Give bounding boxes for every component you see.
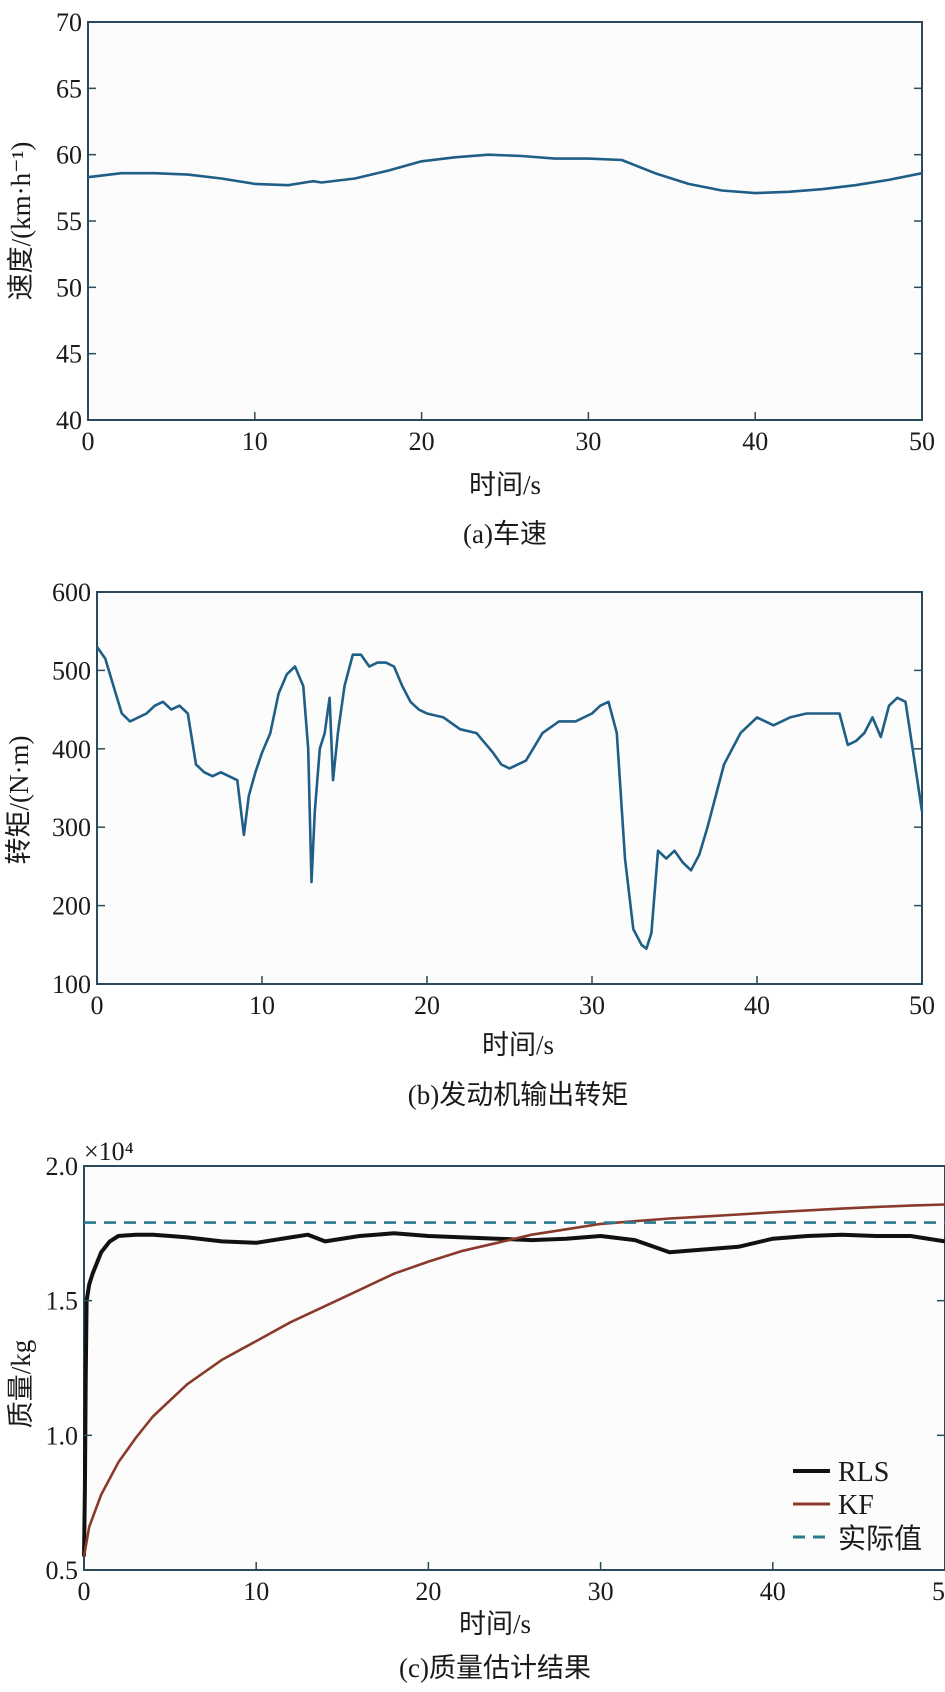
y-axis-label-b: 转矩/(N·m) xyxy=(4,736,34,865)
series-line-c-0 xyxy=(82,1231,945,1557)
y-tick-label-a: 55 xyxy=(56,207,82,236)
y-tick-label-a: 40 xyxy=(56,406,82,435)
marks-c xyxy=(82,1203,945,1557)
caption-b: (b)发动机输出转矩 xyxy=(408,1080,628,1110)
x-tick-label-b: 40 xyxy=(744,991,770,1020)
legend-label-rls: RLS xyxy=(838,1457,889,1488)
series-line-c-1 xyxy=(82,1203,945,1557)
series-line-a-0 xyxy=(87,153,923,195)
y-axis-label-c: 质量/kg xyxy=(6,1340,36,1429)
panel-b: 0 10 20 30 40 50 100 200 300 400 500 600 时间/s (b)发动… xyxy=(4,578,935,1110)
marks-b xyxy=(95,646,924,951)
y-tick-label-c: 1.5 xyxy=(46,1287,79,1316)
x-tick-label-a: 20 xyxy=(409,427,435,456)
x-tick-label-a: 0 xyxy=(82,427,95,456)
legend-label-actual: 实际值 xyxy=(838,1523,922,1555)
ticks-a: 0 10 20 30 40 50 40 45 50 55 60 65 70 xyxy=(56,8,935,456)
x-axis-label-c: 时间/s xyxy=(459,1609,531,1639)
series-line-b-0 xyxy=(95,646,924,951)
x-tick-label-c: 20 xyxy=(415,1577,441,1606)
x-tick-label-c: 30 xyxy=(588,1577,614,1606)
plot-area-b xyxy=(96,591,923,985)
y-tick-label-b: 400 xyxy=(52,735,91,764)
scale-label-c: ×10⁴ xyxy=(84,1137,134,1166)
x-tick-label-b: 0 xyxy=(91,991,104,1020)
legend-label-kf: KF xyxy=(838,1490,874,1521)
legend: RLS KF 实际值 xyxy=(793,1457,922,1555)
y-tick-label-a: 70 xyxy=(56,8,82,37)
y-tick-label-a: 45 xyxy=(56,340,82,369)
plot-area-c xyxy=(83,1165,945,1571)
y-tick-label-b: 600 xyxy=(52,578,91,607)
y-tick-label-b: 200 xyxy=(52,892,91,921)
y-tick-label-a: 60 xyxy=(56,141,82,170)
y-tick-label-b: 100 xyxy=(52,970,91,999)
x-tick-label-a: 40 xyxy=(742,427,768,456)
y-tick-label-b: 500 xyxy=(52,656,91,685)
x-tick-label-a: 10 xyxy=(242,427,268,456)
marks-a xyxy=(87,153,923,195)
plot-area-a xyxy=(87,21,923,421)
x-tick-label-a: 30 xyxy=(575,427,601,456)
caption-c: (c)质量估计结果 xyxy=(399,1653,591,1683)
ticks-c: 0 10 20 30 40 50 0.5 1.0 1.5 2.0 xyxy=(46,1152,945,1606)
y-tick-label-c: 0.5 xyxy=(46,1556,79,1585)
y-tick-label-a: 50 xyxy=(56,273,82,302)
x-tick-label-b: 30 xyxy=(579,991,605,1020)
y-tick-label-c: 1.0 xyxy=(46,1421,79,1450)
x-tick-label-c: 10 xyxy=(243,1577,269,1606)
x-axis-label-b: 时间/s xyxy=(482,1030,554,1060)
y-tick-label-c: 2.0 xyxy=(46,1152,79,1181)
y-tick-label-b: 300 xyxy=(52,813,91,842)
panel-c: 0 10 20 30 40 50 0.5 1.0 1.5 2.0 ×10⁴ 时间/s (c)质量估… xyxy=(6,1137,945,1683)
x-tick-label-b: 10 xyxy=(249,991,275,1020)
y-axis-label-a: 速度/(km·h⁻¹) xyxy=(6,142,36,301)
x-tick-label-b: 20 xyxy=(414,991,440,1020)
x-tick-label-c: 50 xyxy=(932,1577,945,1606)
ticks-b: 0 10 20 30 40 50 100 200 300 400 500 600 xyxy=(52,578,935,1020)
x-tick-label-a: 50 xyxy=(909,427,935,456)
x-tick-label-c: 40 xyxy=(760,1577,786,1606)
panel-a: 0 10 20 30 40 50 40 45 50 55 60 65 70 时间/s (a)车速 速度/… xyxy=(6,8,935,549)
y-tick-label-a: 65 xyxy=(56,74,82,103)
x-tick-label-c: 0 xyxy=(78,1577,91,1606)
x-axis-label-a: 时间/s xyxy=(469,470,541,500)
caption-a: (a)车速 xyxy=(463,519,547,549)
x-tick-label-b: 50 xyxy=(909,991,935,1020)
